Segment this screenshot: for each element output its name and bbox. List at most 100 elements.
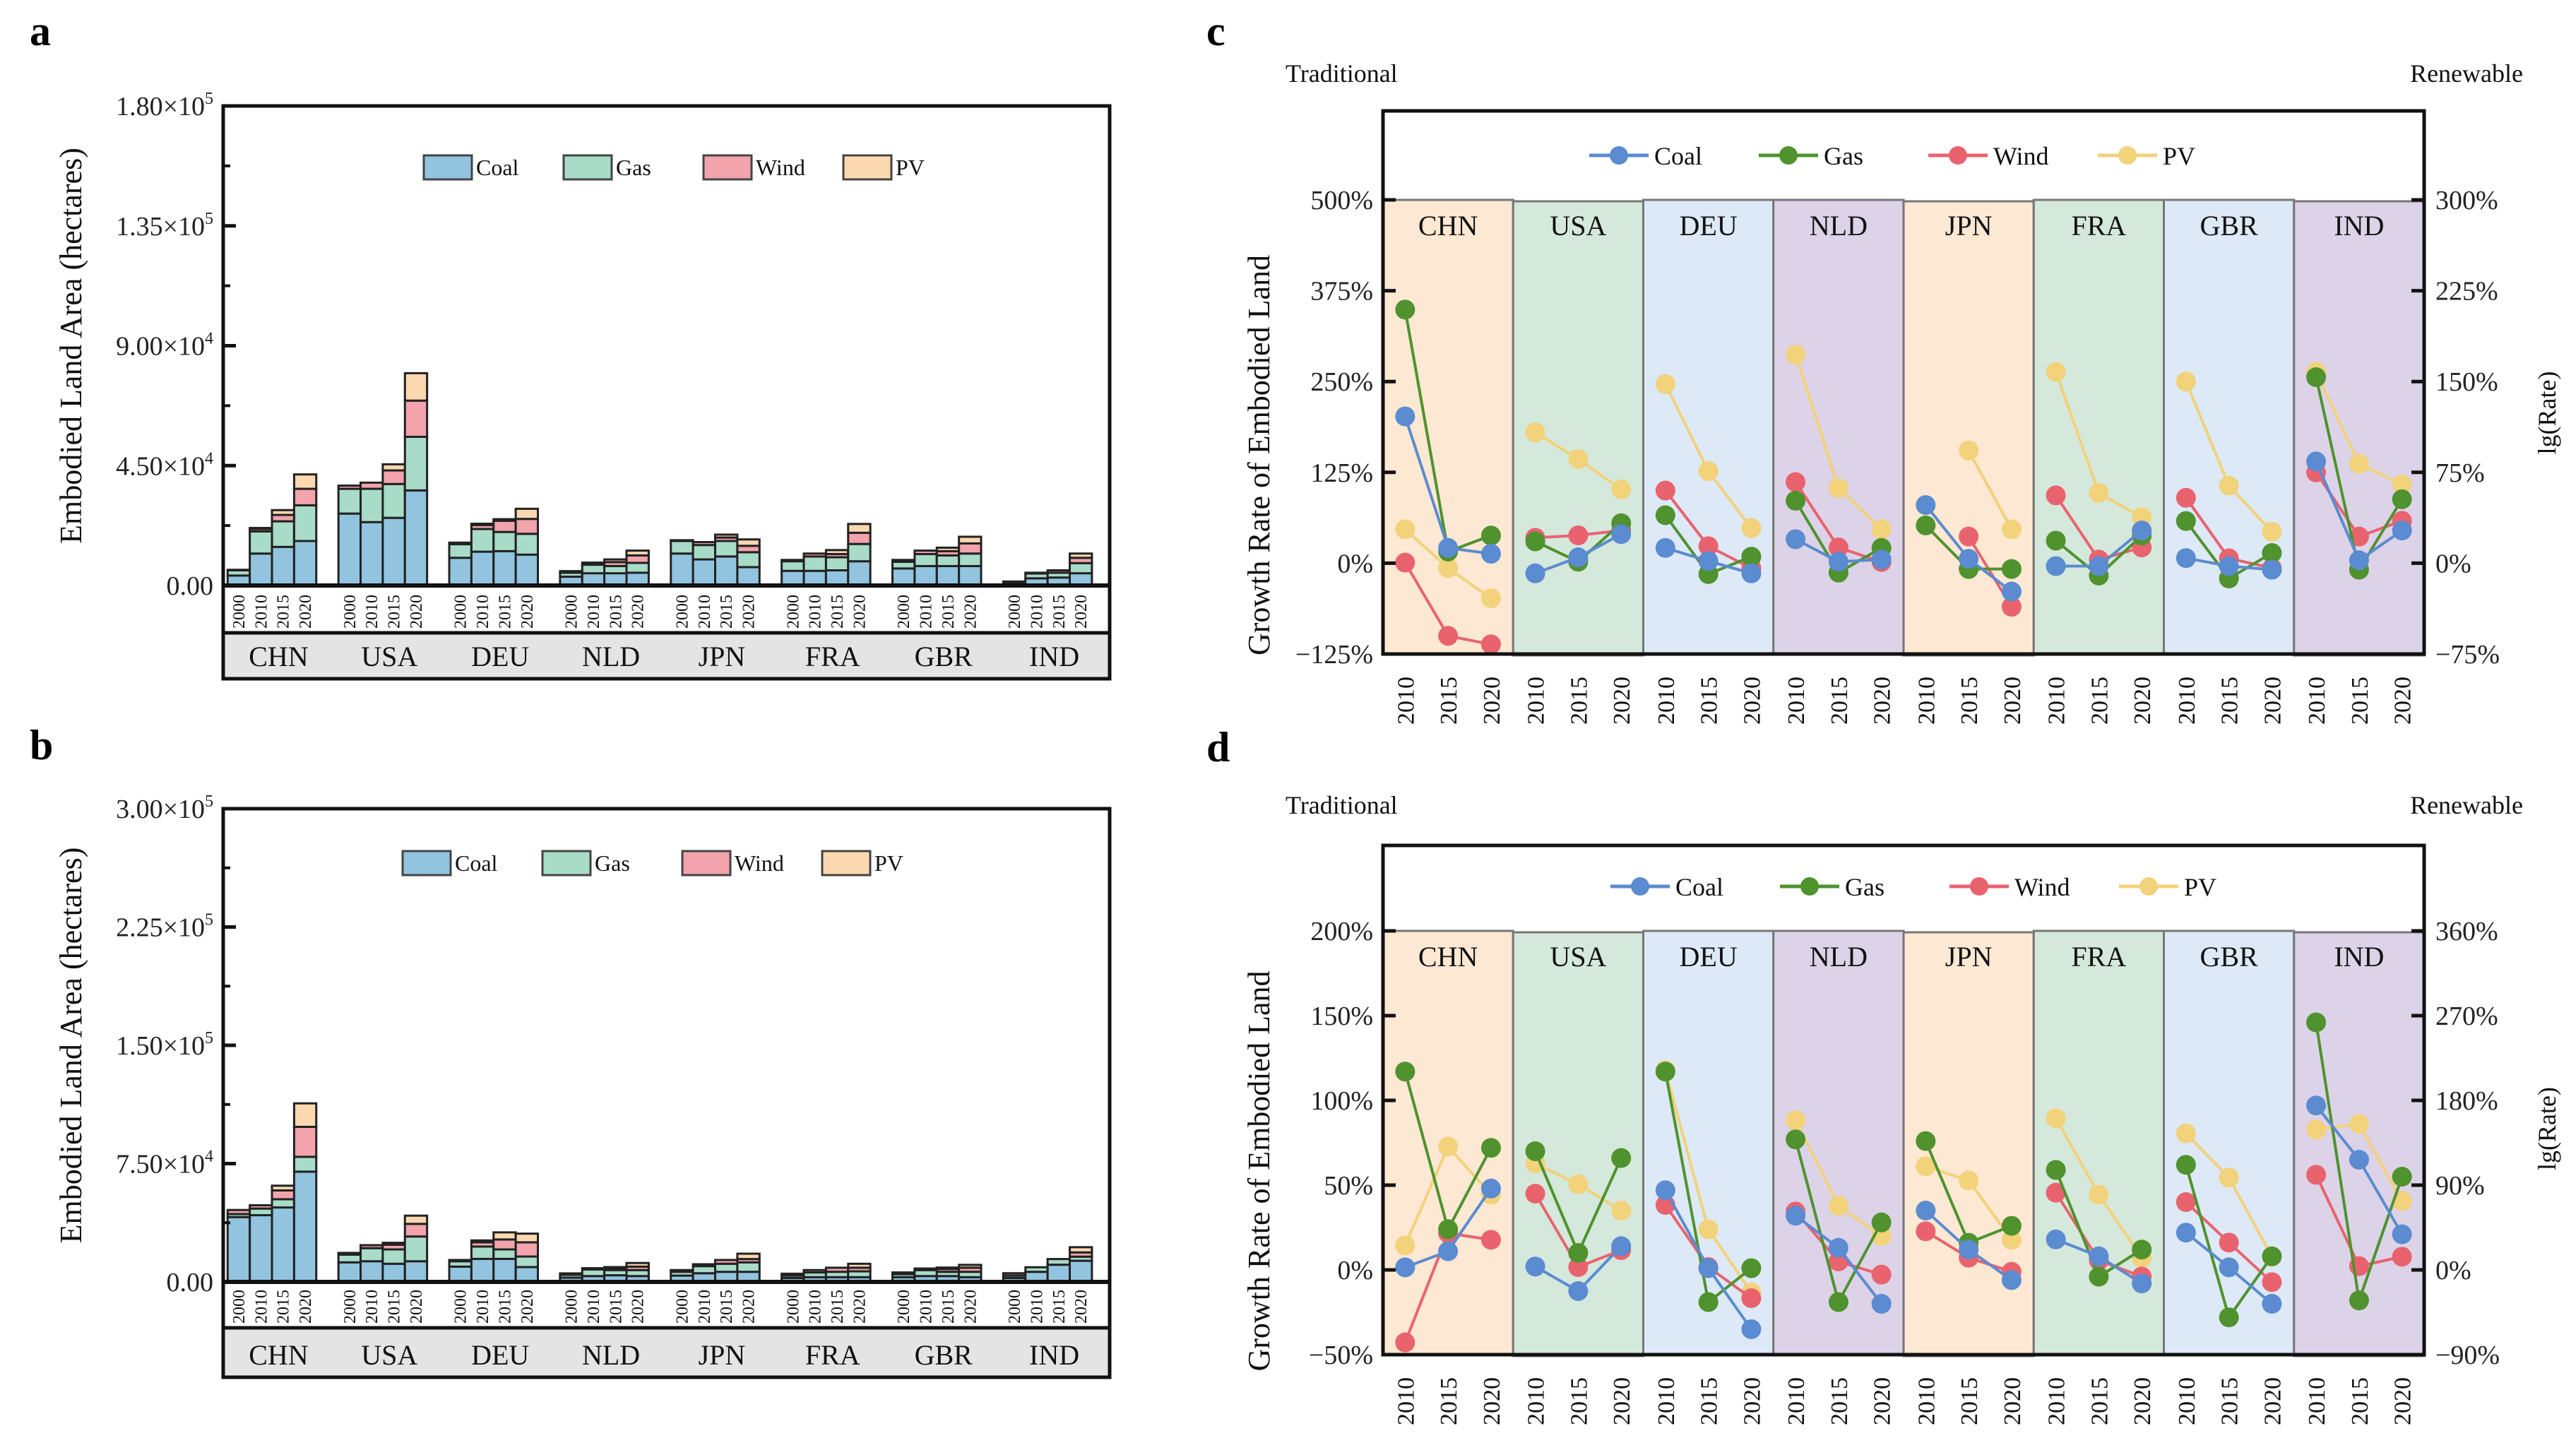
bar-wind-gbr-2000 bbox=[891, 1271, 916, 1276]
point-coal-jpn-2015 bbox=[1959, 549, 1979, 569]
bar-wind-chn-2010 bbox=[249, 1204, 273, 1210]
legend-label-coal: Coal bbox=[476, 155, 519, 180]
year-tick-label: 2020 bbox=[297, 1290, 315, 1324]
country-label: CHN bbox=[249, 1339, 308, 1371]
bar-coal-gbr-2000 bbox=[891, 567, 916, 587]
bar-coal-usa-2000 bbox=[337, 512, 362, 587]
year-tick-label: 2020 bbox=[1870, 1377, 1896, 1425]
point-gas-fra-2010 bbox=[2046, 530, 2066, 551]
bar-coal-fra-2000 bbox=[780, 569, 805, 587]
panel-letter: d bbox=[1206, 724, 1230, 771]
point-gas-deu-2015 bbox=[1698, 1292, 1719, 1312]
point-gas-gbr-2020 bbox=[2262, 1246, 2282, 1266]
bar-pv-ind-2020 bbox=[1069, 1246, 1093, 1254]
y-tick-label-left: 250% bbox=[1310, 367, 1373, 397]
bar-coal-deu-2000 bbox=[448, 1265, 473, 1283]
year-tick-label: 2010 bbox=[2174, 677, 2200, 725]
point-gas-nld-2010 bbox=[1786, 490, 1806, 511]
year-tick-label: 2000 bbox=[341, 1290, 360, 1324]
bar-wind-jpn-2000 bbox=[670, 539, 694, 542]
point-coal-fra-2015 bbox=[2089, 556, 2109, 576]
y-tick-label-right: 0% bbox=[2435, 549, 2471, 578]
strip-label: DEU bbox=[1680, 210, 1738, 242]
year-tick-label: 2010 bbox=[2304, 1377, 2330, 1425]
year-tick-label: 2000 bbox=[1006, 595, 1024, 629]
bar-coal-deu-2000 bbox=[448, 557, 473, 587]
bar-pv-ind-2020 bbox=[1069, 552, 1093, 559]
country-label: CHN bbox=[249, 641, 308, 672]
year-tick-label: 2020 bbox=[2000, 677, 2026, 725]
point-pv-nld-2020 bbox=[1871, 519, 1892, 540]
year-tick-label: 2020 bbox=[1609, 677, 1635, 725]
bar-pv-nld-2015 bbox=[603, 1266, 628, 1270]
point-coal-deu-2020 bbox=[1741, 563, 1762, 583]
bar-pv-deu-2015 bbox=[492, 518, 517, 522]
point-wind-ind-2010 bbox=[2306, 1165, 2327, 1185]
point-coal-chn-2015 bbox=[1438, 537, 1459, 558]
legend-swatch-wind bbox=[702, 154, 753, 181]
bar-wind-usa-2000 bbox=[337, 485, 362, 490]
point-coal-jpn-2010 bbox=[1916, 495, 1936, 516]
point-coal-deu-2010 bbox=[1655, 537, 1675, 558]
bar-wind-gbr-2020 bbox=[958, 542, 983, 555]
bar-pv-gbr-2020 bbox=[958, 535, 983, 545]
y-tick-label-left: 0% bbox=[1337, 549, 1373, 578]
bar-pv-chn-2015 bbox=[271, 1184, 295, 1192]
point-pv-nld-2015 bbox=[1828, 478, 1848, 499]
year-tick-label: 2010 bbox=[1524, 677, 1550, 725]
year-tick-label: 2015 bbox=[1827, 1377, 1853, 1425]
point-gas-fra-2015 bbox=[2089, 1266, 2109, 1287]
year-tick-label: 2010 bbox=[1783, 1377, 1810, 1425]
point-pv-nld-2015 bbox=[1828, 1196, 1848, 1216]
renewable-label: Renewable bbox=[2410, 59, 2523, 88]
y-tick-label-right: 225% bbox=[2435, 277, 2498, 307]
bar-wind-ind-2015 bbox=[1046, 569, 1072, 574]
bar-wind-usa-2010 bbox=[360, 1244, 384, 1249]
year-tick-label: 2015 bbox=[1566, 677, 1592, 725]
y-tick-label-left: 100% bbox=[1310, 1086, 1373, 1116]
y-tick-label-left: 150% bbox=[1310, 1002, 1373, 1031]
legend-swatch-gas bbox=[562, 154, 613, 181]
bar-wind-deu-2000 bbox=[448, 1259, 473, 1263]
bar-gas-gbr-2020 bbox=[958, 552, 983, 567]
point-gas-ind-2010 bbox=[2306, 1012, 2327, 1033]
point-coal-nld-2010 bbox=[1786, 1206, 1806, 1226]
point-wind-fra-2010 bbox=[2046, 485, 2066, 506]
bar-wind-chn-2000 bbox=[226, 569, 251, 571]
y-tick-label-left: 375% bbox=[1310, 277, 1373, 307]
point-gas-fra-2010 bbox=[2046, 1160, 2066, 1180]
point-coal-chn-2010 bbox=[1395, 1257, 1415, 1278]
bar-coal-chn-2020 bbox=[292, 1170, 318, 1283]
strip-label: NLD bbox=[1810, 941, 1868, 973]
year-tick-label: 2010 bbox=[2304, 677, 2330, 725]
country-label: NLD bbox=[582, 641, 640, 672]
point-gas-nld-2020 bbox=[1871, 1212, 1892, 1232]
point-wind-nld-2010 bbox=[1786, 472, 1806, 492]
bar-wind-ind-2000 bbox=[1002, 1272, 1027, 1277]
year-tick-label: 2000 bbox=[452, 1290, 470, 1324]
point-pv-jpn-2015 bbox=[1959, 1170, 1979, 1191]
bar-gas-ind-2015 bbox=[1046, 1258, 1072, 1266]
year-tick-label: 2000 bbox=[230, 595, 249, 629]
year-tick-label: 2020 bbox=[850, 1290, 869, 1324]
bar-pv-usa-2015 bbox=[381, 463, 406, 472]
point-wind-deu-2015 bbox=[1698, 536, 1719, 557]
year-tick-label: 2020 bbox=[1739, 1377, 1765, 1425]
point-gas-chn-2010 bbox=[1395, 299, 1415, 320]
year-tick-label: 2010 bbox=[1028, 595, 1046, 629]
bar-wind-nld-2000 bbox=[559, 570, 583, 574]
year-tick-label: 2000 bbox=[341, 595, 360, 629]
point-pv-usa-2015 bbox=[1568, 448, 1589, 469]
bar-wind-usa-2020 bbox=[403, 1223, 429, 1238]
y-tick-label: 9.00×104 bbox=[116, 330, 213, 362]
bar-gas-chn-2020 bbox=[292, 504, 318, 542]
bar-coal-usa-2015 bbox=[381, 516, 406, 587]
bar-pv-chn-2020 bbox=[292, 473, 318, 490]
y-tick-label-left: 200% bbox=[1310, 917, 1373, 946]
strip-label: NLD bbox=[1810, 210, 1868, 242]
bar-wind-jpn-2000 bbox=[670, 1268, 694, 1273]
point-gas-usa-2020 bbox=[1611, 1148, 1632, 1168]
bar-gas-gbr-2010 bbox=[913, 552, 938, 567]
panel-letter: c bbox=[1206, 8, 1225, 54]
